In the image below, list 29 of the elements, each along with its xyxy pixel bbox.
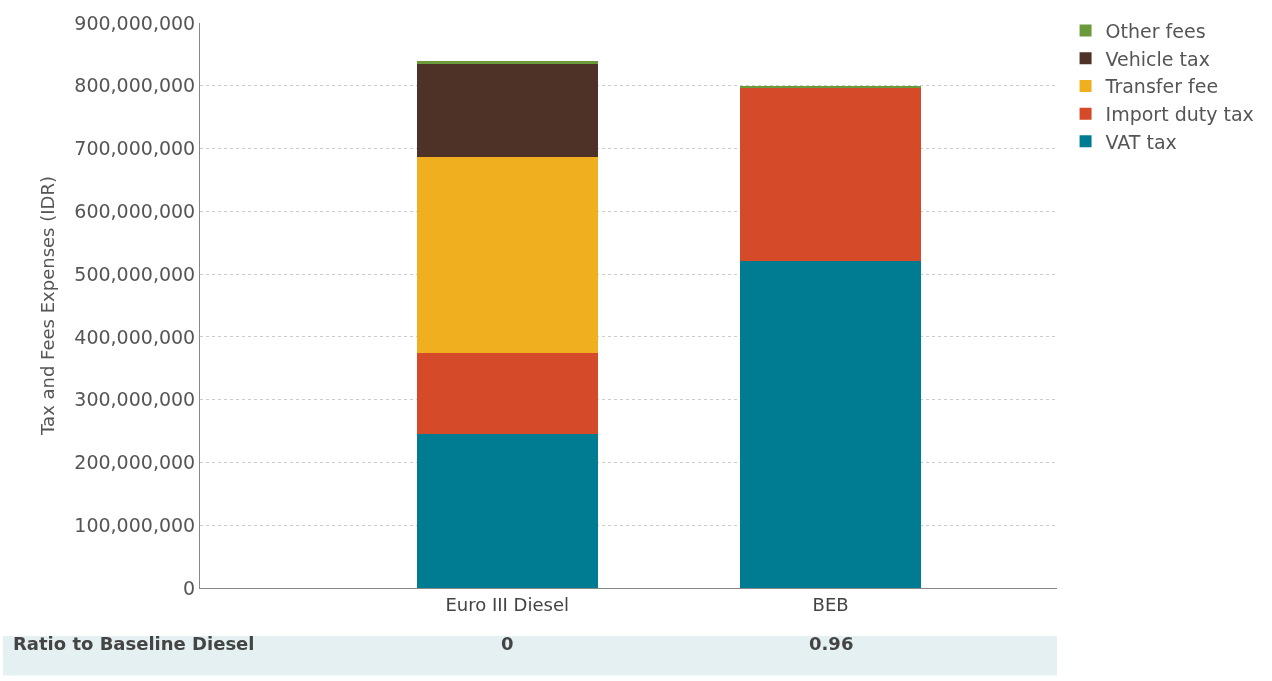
x-tick-label: BEB <box>812 593 849 615</box>
y-tick-label: 600,000,000 <box>74 199 196 222</box>
bar <box>416 434 598 588</box>
text: Ratio to Baseline Diesel <box>13 633 255 654</box>
bar <box>416 352 598 435</box>
bar <box>740 260 922 588</box>
y-tick-label: 900,000,000 <box>74 11 196 34</box>
y-tick-label: 700,000,000 <box>74 137 196 160</box>
bar <box>416 61 598 64</box>
bar <box>740 87 922 261</box>
text: 0 <box>501 633 514 654</box>
y-tick-label: 200,000,000 <box>74 451 196 474</box>
bar <box>416 63 598 157</box>
y-tick-label: 0 <box>183 576 196 599</box>
legend-label: Other fees <box>1105 19 1206 42</box>
legend-label: VAT tax <box>1105 130 1177 153</box>
y-tick-label: 300,000,000 <box>74 388 196 411</box>
text: 0.96 <box>809 633 854 654</box>
legend-label: Vehicle tax <box>1105 47 1210 70</box>
y-tick-label: 500,000,000 <box>74 262 196 285</box>
y-tick-label: 800,000,000 <box>74 74 196 97</box>
y-tick-label: 100,000,000 <box>74 513 196 536</box>
legend-label: Import duty tax <box>1105 103 1254 126</box>
x-tick-label: Euro III Diesel <box>445 593 570 615</box>
legend-label: Transfer fee <box>1104 75 1219 98</box>
y-axis-title: Tax and Fees Expenses (IDR) <box>36 176 58 436</box>
y-tick-label: 400,000,000 <box>74 325 196 348</box>
bar <box>740 85 922 88</box>
bar <box>416 156 598 353</box>
